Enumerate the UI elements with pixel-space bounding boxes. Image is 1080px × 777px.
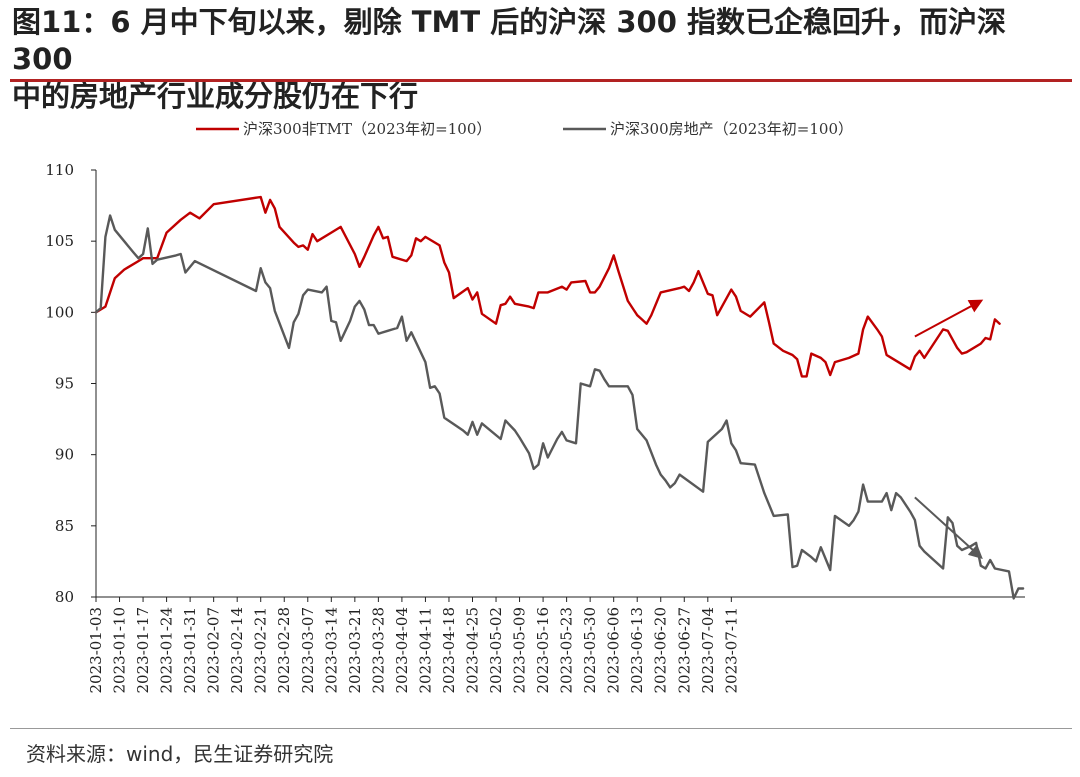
x-tick-label: 2023-06-13 <box>628 607 646 693</box>
y-tick-label: 90 <box>55 446 74 464</box>
y-tick-label: 100 <box>45 303 74 321</box>
y-tick-label: 80 <box>55 588 74 606</box>
x-tick-label: 2023-01-17 <box>134 607 152 693</box>
x-tick-label: 2023-03-21 <box>346 607 364 693</box>
x-tick-label: 2023-06-27 <box>675 607 693 693</box>
chart-axes: 80 85 90 95 100 105 110 2023-01-03 2023-01-10 202… <box>45 161 1025 693</box>
x-tick-label: 2023-05-30 <box>581 607 599 693</box>
x-tick-label: 2023-03-28 <box>369 607 387 693</box>
x-tick-label: 2023-06-06 <box>605 607 623 693</box>
chart-series-group <box>94 195 1025 600</box>
x-tick-label: 2023-02-21 <box>252 607 270 693</box>
x-tick-label: 2023-05-02 <box>487 607 505 693</box>
source-note: 资料来源：wind，民生证券研究院 <box>26 742 334 766</box>
title-divider <box>10 79 1072 82</box>
x-tick-label: 2023-04-04 <box>393 607 411 693</box>
line-chart: 沪深300非TMT（2023年初=100） 沪深300房地产（2023年初=100… <box>45 120 1025 693</box>
trend-arrow-down <box>914 496 983 560</box>
x-tick-label: 2023-02-28 <box>275 607 293 693</box>
trend-arrow-up <box>914 299 984 338</box>
x-tick-label: 2023-01-31 <box>181 607 199 693</box>
x-tick-label: 2023-05-23 <box>558 607 576 693</box>
figure-title-line2: 中的房地产行业成分股仍在下行 <box>12 79 419 113</box>
x-tick-label: 2023-04-11 <box>416 607 434 693</box>
x-tick-label: 2023-04-18 <box>440 607 458 693</box>
x-tick-label: 2023-07-11 <box>722 607 740 693</box>
legend-label: 沪深300房地产（2023年初=100） <box>610 120 853 138</box>
legend-label: 沪深300非TMT（2023年初=100） <box>243 120 491 138</box>
y-tick-label: 85 <box>55 517 74 535</box>
y-tick-label: 110 <box>45 161 74 179</box>
x-tick-label: 2023-05-16 <box>534 607 552 693</box>
x-tick-label: 2023-01-03 <box>87 607 105 693</box>
series-line-non-tmt <box>94 195 1001 378</box>
x-tick-label: 2023-01-10 <box>111 607 129 693</box>
chart-annotations <box>914 299 984 560</box>
chart-legend: 沪深300非TMT（2023年初=100） 沪深300房地产（2023年初=100… <box>196 120 853 138</box>
figure-title: 图11：6 月中下旬以来，剔除 TMT 后的沪深 300 指数已企稳回升，而沪深… <box>12 4 1072 115</box>
x-tick-label: 2023-02-14 <box>228 607 246 693</box>
x-tick-label: 2023-07-04 <box>699 607 717 693</box>
footer-divider <box>10 728 1072 729</box>
x-tick-label: 2023-01-24 <box>158 607 176 693</box>
x-tick-label: 2023-02-07 <box>205 607 223 693</box>
y-tick-label: 105 <box>45 232 74 250</box>
x-tick-label: 2023-04-25 <box>463 607 481 693</box>
x-tick-label: 2023-03-14 <box>322 607 340 693</box>
y-tick-label: 95 <box>55 375 74 393</box>
x-tick-label: 2023-06-20 <box>652 607 670 693</box>
x-tick-label: 2023-05-09 <box>511 607 529 693</box>
figure-title-line1: 图11：6 月中下旬以来，剔除 TMT 后的沪深 300 指数已企稳回升，而沪深… <box>12 5 1006 76</box>
series-line-real-estate <box>94 214 1025 600</box>
x-tick-label: 2023-03-07 <box>299 607 317 693</box>
